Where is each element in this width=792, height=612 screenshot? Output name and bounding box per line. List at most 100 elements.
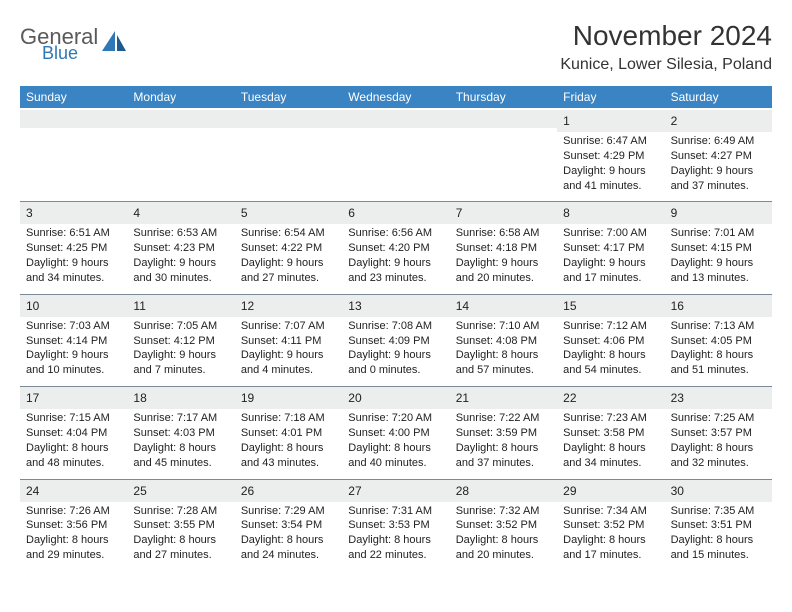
day-info: Sunrise: 7:18 AMSunset: 4:01 PMDaylight:… bbox=[241, 411, 336, 470]
day-cell: 17 Sunrise: 7:15 AMSunset: 4:04 PMDayligh… bbox=[20, 384, 127, 476]
day-number: 21 bbox=[456, 391, 469, 405]
day-info: Sunrise: 6:47 AMSunset: 4:29 PMDaylight:… bbox=[563, 134, 658, 193]
empty-day-header bbox=[450, 110, 557, 128]
weekday-cell: Monday bbox=[127, 86, 234, 108]
day-header: 30 bbox=[665, 479, 772, 502]
day-number: 19 bbox=[241, 391, 254, 405]
day-number: 24 bbox=[26, 484, 39, 498]
day-header: 22 bbox=[557, 386, 664, 409]
day-header: 15 bbox=[557, 294, 664, 317]
day-header: 25 bbox=[127, 479, 234, 502]
weekday-cell: Thursday bbox=[450, 86, 557, 108]
day-info: Sunrise: 7:20 AMSunset: 4:00 PMDaylight:… bbox=[348, 411, 443, 470]
day-cell: 20 Sunrise: 7:20 AMSunset: 4:00 PMDayligh… bbox=[342, 384, 449, 476]
day-number: 18 bbox=[133, 391, 146, 405]
week-row: 3Sunrise: 6:51 AMSunset: 4:25 PMDaylight… bbox=[20, 199, 772, 291]
day-header: 13 bbox=[342, 294, 449, 317]
day-info: Sunrise: 7:05 AMSunset: 4:12 PMDaylight:… bbox=[133, 319, 228, 378]
day-info: Sunrise: 7:29 AMSunset: 3:54 PMDaylight:… bbox=[241, 504, 336, 563]
day-cell: 8Sunrise: 7:00 AMSunset: 4:17 PMDaylight… bbox=[557, 199, 664, 291]
day-header: 27 bbox=[342, 479, 449, 502]
empty-day-header bbox=[20, 110, 127, 128]
empty-day-header bbox=[342, 110, 449, 128]
day-info: Sunrise: 7:10 AMSunset: 4:08 PMDaylight:… bbox=[456, 319, 551, 378]
weekday-cell: Sunday bbox=[20, 86, 127, 108]
day-header: 3 bbox=[20, 201, 127, 224]
day-info: Sunrise: 7:03 AMSunset: 4:14 PMDaylight:… bbox=[26, 319, 121, 378]
weekday-cell: Wednesday bbox=[342, 86, 449, 108]
empty-day-header bbox=[235, 110, 342, 128]
day-cell: 28 Sunrise: 7:32 AMSunset: 3:52 PMDayligh… bbox=[450, 477, 557, 569]
day-number: 12 bbox=[241, 299, 254, 313]
day-number: 14 bbox=[456, 299, 469, 313]
day-cell: 9Sunrise: 7:01 AMSunset: 4:15 PMDaylight… bbox=[665, 199, 772, 291]
day-info: Sunrise: 6:51 AMSunset: 4:25 PMDaylight:… bbox=[26, 226, 121, 285]
empty-day-header bbox=[127, 110, 234, 128]
day-header: 8 bbox=[557, 201, 664, 224]
day-header: 26 bbox=[235, 479, 342, 502]
day-cell bbox=[235, 108, 342, 199]
week-row: 24Sunrise: 7:26 AMSunset: 3:56 PMDayligh… bbox=[20, 477, 772, 569]
day-cell: 25Sunrise: 7:28 AMSunset: 3:55 PMDayligh… bbox=[127, 477, 234, 569]
day-header: 21 bbox=[450, 386, 557, 409]
day-info: Sunrise: 7:31 AMSunset: 3:53 PMDaylight:… bbox=[348, 504, 443, 563]
day-info: Sunrise: 7:34 AMSunset: 3:52 PMDaylight:… bbox=[563, 504, 658, 563]
day-header: 4 bbox=[127, 201, 234, 224]
day-number: 8 bbox=[563, 206, 570, 220]
day-cell: 24Sunrise: 7:26 AMSunset: 3:56 PMDayligh… bbox=[20, 477, 127, 569]
day-info: Sunrise: 7:23 AMSunset: 3:58 PMDaylight:… bbox=[563, 411, 658, 470]
day-cell bbox=[342, 108, 449, 199]
day-number: 17 bbox=[26, 391, 39, 405]
day-info: Sunrise: 7:25 AMSunset: 3:57 PMDaylight:… bbox=[671, 411, 766, 470]
logo-sail-icon bbox=[102, 31, 128, 60]
day-info: Sunrise: 7:07 AMSunset: 4:11 PMDaylight:… bbox=[241, 319, 336, 378]
day-number: 23 bbox=[671, 391, 684, 405]
day-cell bbox=[127, 108, 234, 199]
calendar: SundayMondayTuesdayWednesdayThursdayFrid… bbox=[20, 86, 772, 569]
day-cell: 12 Sunrise: 7:07 AMSunset: 4:11 PMDayligh… bbox=[235, 292, 342, 384]
day-header: 9 bbox=[665, 201, 772, 224]
day-cell: 10Sunrise: 7:03 AMSunset: 4:14 PMDayligh… bbox=[20, 292, 127, 384]
day-info: Sunrise: 7:35 AMSunset: 3:51 PMDaylight:… bbox=[671, 504, 766, 563]
day-info: Sunrise: 6:58 AMSunset: 4:18 PMDaylight:… bbox=[456, 226, 551, 285]
title-block: November 2024 Kunice, Lower Silesia, Pol… bbox=[560, 20, 772, 74]
day-header: 23 bbox=[665, 386, 772, 409]
day-header: 24 bbox=[20, 479, 127, 502]
day-header: 10 bbox=[20, 294, 127, 317]
day-cell: 29 Sunrise: 7:34 AMSunset: 3:52 PMDayligh… bbox=[557, 477, 664, 569]
day-header: 2 bbox=[665, 110, 772, 132]
day-info: Sunrise: 7:32 AMSunset: 3:52 PMDaylight:… bbox=[456, 504, 551, 563]
logo-text-wrap: General Blue bbox=[20, 26, 98, 62]
month-title: November 2024 bbox=[560, 20, 772, 52]
day-cell bbox=[20, 108, 127, 199]
day-number: 29 bbox=[563, 484, 576, 498]
week-row: 1Sunrise: 6:47 AMSunset: 4:29 PMDaylight… bbox=[20, 108, 772, 199]
day-header: 12 bbox=[235, 294, 342, 317]
day-cell: 21Sunrise: 7:22 AMSunset: 3:59 PMDayligh… bbox=[450, 384, 557, 476]
day-cell: 13Sunrise: 7:08 AMSunset: 4:09 PMDayligh… bbox=[342, 292, 449, 384]
day-number: 26 bbox=[241, 484, 254, 498]
day-number: 11 bbox=[133, 299, 145, 313]
day-cell: 22 Sunrise: 7:23 AMSunset: 3:58 PMDayligh… bbox=[557, 384, 664, 476]
day-number: 27 bbox=[348, 484, 361, 498]
day-number: 28 bbox=[456, 484, 469, 498]
week-row: 17 Sunrise: 7:15 AMSunset: 4:04 PMDayligh… bbox=[20, 384, 772, 476]
day-number: 30 bbox=[671, 484, 684, 498]
day-header: 29 bbox=[557, 479, 664, 502]
day-header: 19 bbox=[235, 386, 342, 409]
location: Kunice, Lower Silesia, Poland bbox=[560, 56, 772, 74]
day-cell: 5Sunrise: 6:54 AMSunset: 4:22 PMDaylight… bbox=[235, 199, 342, 291]
day-cell: 4Sunrise: 6:53 AMSunset: 4:23 PMDaylight… bbox=[127, 199, 234, 291]
day-number: 16 bbox=[671, 299, 684, 313]
logo-text-blue: Blue bbox=[42, 44, 98, 62]
week-row: 10Sunrise: 7:03 AMSunset: 4:14 PMDayligh… bbox=[20, 292, 772, 384]
weekday-cell: Saturday bbox=[665, 86, 772, 108]
day-info: Sunrise: 7:15 AMSunset: 4:04 PMDaylight:… bbox=[26, 411, 121, 470]
day-cell: 2Sunrise: 6:49 AMSunset: 4:27 PMDaylight… bbox=[665, 108, 772, 199]
day-number: 20 bbox=[348, 391, 361, 405]
day-number: 25 bbox=[133, 484, 146, 498]
day-cell: 19 Sunrise: 7:18 AMSunset: 4:01 PMDayligh… bbox=[235, 384, 342, 476]
day-info: Sunrise: 7:13 AMSunset: 4:05 PMDaylight:… bbox=[671, 319, 766, 378]
day-cell bbox=[450, 108, 557, 199]
day-number: 22 bbox=[563, 391, 576, 405]
